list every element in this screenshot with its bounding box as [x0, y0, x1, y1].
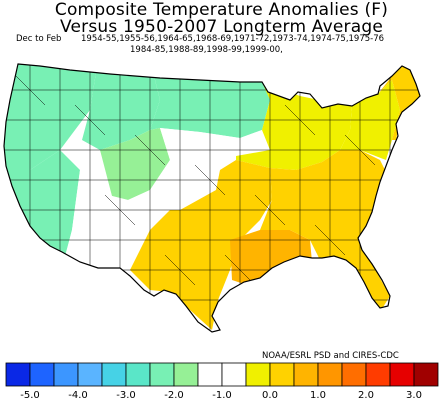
legend-swatch [53, 362, 79, 387]
years-list-line2: 1984-85,1988-89,1998-99,1999-00, [130, 45, 283, 55]
legend-tick-label: -2.0 [164, 390, 184, 400]
legend-swatch [389, 362, 415, 387]
northern-rockies-region [82, 64, 160, 150]
legend-swatches [5, 362, 439, 387]
legend-swatch [101, 362, 127, 387]
legend-tick-label: 0.0 [262, 390, 278, 400]
map-title: Composite Temperature Anomalies (F) [54, 0, 389, 20]
legend-swatch [5, 362, 31, 387]
season-label: Dec to Feb [16, 34, 62, 44]
legend-swatch [245, 362, 271, 387]
legend-swatch [413, 362, 439, 387]
legend-swatch [197, 362, 223, 387]
legend-swatch [29, 362, 55, 387]
gulf-coast-region [230, 230, 312, 284]
map-subtitle: Versus 1950-2007 Longterm Average [59, 17, 384, 37]
southwest-region [64, 170, 170, 270]
legend-swatch [125, 362, 151, 387]
legend-tick-label: 3.0 [406, 390, 422, 400]
legend-swatch [77, 362, 103, 387]
legend-swatch [293, 362, 319, 387]
legend-swatch [317, 362, 343, 387]
southern-plains-region [130, 160, 272, 330]
legend-tick-label: 2.0 [358, 390, 374, 400]
legend-tick-label: -4.0 [68, 390, 88, 400]
legend-swatch [269, 362, 295, 387]
legend-swatch [341, 362, 367, 387]
pacific-northwest-region [4, 64, 98, 170]
legend-ticks: -5.0-4.0-3.0-2.0-1.00.01.02.03.04.05.0 [20, 390, 422, 400]
legend-tick-label: -1.0 [212, 390, 232, 400]
legend-tick-label: -3.0 [116, 390, 136, 400]
legend-swatch [173, 362, 199, 387]
years-list-line1: 1954-55,1955-56,1964-65,1968-69,1971-72,… [81, 34, 385, 44]
great-basin-region [100, 128, 170, 200]
legend-tick-label: 1.0 [310, 390, 326, 400]
legend-swatch [365, 362, 391, 387]
credit-label: NOAA/ESRL PSD and CIRES-CDC [262, 351, 399, 361]
legend-swatch [221, 362, 247, 387]
legend-tick-label: -5.0 [20, 390, 40, 400]
legend-swatch [149, 362, 175, 387]
